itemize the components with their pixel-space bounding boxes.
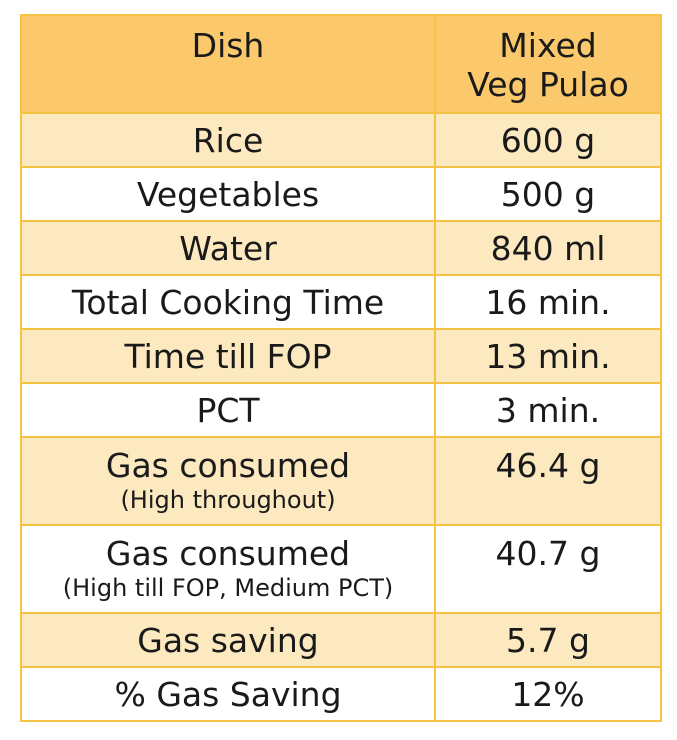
- header-dish-label: Dish: [191, 26, 265, 65]
- table-row: Gas consumed (High till FOP, Medium PCT)…: [20, 524, 662, 614]
- header-col2-line1: Mixed: [499, 26, 597, 65]
- row-label: Water: [20, 220, 436, 276]
- table-row: Vegetables 500 g: [20, 166, 662, 222]
- header-col2-line2: Veg Pulao: [467, 65, 629, 104]
- row-value: 840 ml: [434, 220, 662, 276]
- row-value: 16 min.: [434, 274, 662, 330]
- row-value: 600 g: [434, 112, 662, 168]
- row-label: PCT: [20, 382, 436, 438]
- row-label: Gas consumed: [105, 446, 351, 485]
- table-row: Gas saving 5.7 g: [20, 612, 662, 668]
- row-value: 3 min.: [434, 382, 662, 438]
- table-row: Gas consumed (High throughout) 46.4 g: [20, 436, 662, 526]
- header-dish: Dish: [20, 14, 436, 114]
- table-row: Time till FOP 13 min.: [20, 328, 662, 384]
- row-label: Vegetables: [20, 166, 436, 222]
- row-value: 13 min.: [434, 328, 662, 384]
- row-label: Gas saving: [20, 612, 436, 668]
- row-value: 500 g: [434, 166, 662, 222]
- row-label: Time till FOP: [20, 328, 436, 384]
- row-note: (High till FOP, Medium PCT): [62, 574, 394, 602]
- row-label: Total Cooking Time: [20, 274, 436, 330]
- row-value: 40.7 g: [434, 524, 662, 614]
- row-label: % Gas Saving: [20, 666, 436, 722]
- table-row: % Gas Saving 12%: [20, 666, 662, 722]
- row-note: (High throughout): [120, 486, 336, 514]
- table-row: PCT 3 min.: [20, 382, 662, 438]
- row-label-cell: Gas consumed (High till FOP, Medium PCT): [20, 524, 436, 614]
- row-label-cell: Gas consumed (High throughout): [20, 436, 436, 526]
- table-row: Rice 600 g: [20, 112, 662, 168]
- row-value: 5.7 g: [434, 612, 662, 668]
- header-row: Dish Mixed Veg Pulao: [20, 14, 662, 114]
- row-label: Rice: [20, 112, 436, 168]
- table-row: Water 840 ml: [20, 220, 662, 276]
- row-value: 46.4 g: [434, 436, 662, 526]
- row-label: Gas consumed: [105, 534, 351, 573]
- table-row: Total Cooking Time 16 min.: [20, 274, 662, 330]
- gas-saving-table: Dish Mixed Veg Pulao Rice 600 g Vegetabl…: [20, 14, 662, 722]
- row-value: 12%: [434, 666, 662, 722]
- header-mixed-veg-pulao: Mixed Veg Pulao: [434, 14, 662, 114]
